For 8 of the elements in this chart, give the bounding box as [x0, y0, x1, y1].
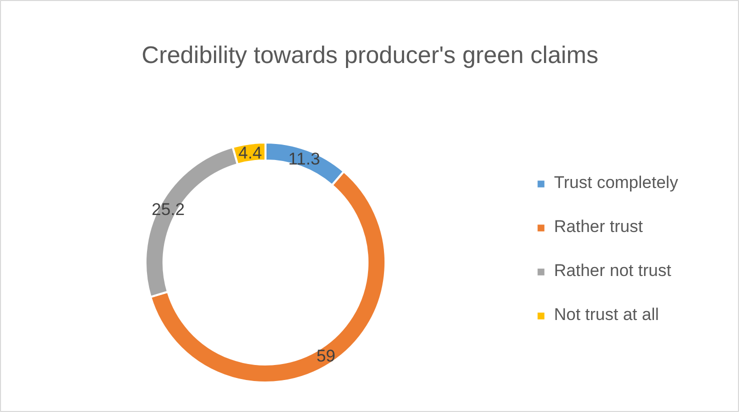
legend-label: Trust completely [554, 173, 678, 193]
data-label: 59 [316, 346, 336, 366]
legend-label: Rather trust [554, 217, 643, 237]
legend-label: Rather not trust [554, 261, 672, 281]
data-label: 4.4 [238, 144, 262, 163]
chart-title: Credibility towards producer's green claims [142, 42, 598, 69]
legend-label: Not trust at all [554, 305, 659, 325]
data-label: 11.3 [288, 149, 320, 168]
